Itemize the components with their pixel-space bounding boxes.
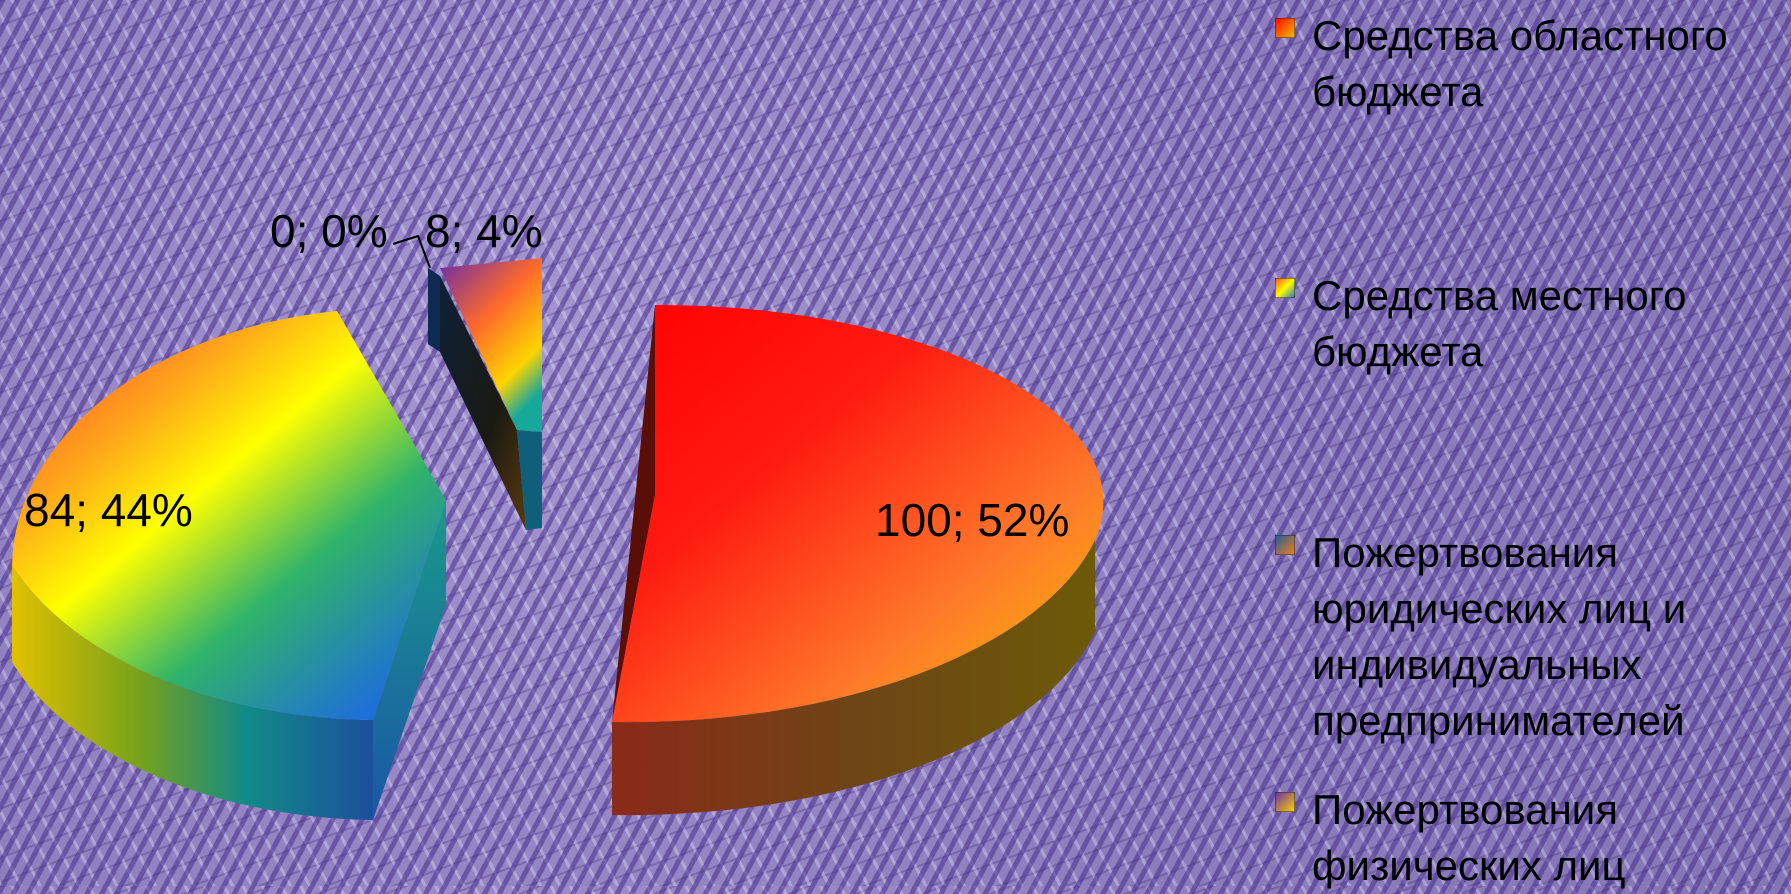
slice-regional-budget	[612, 304, 1104, 816]
legend-marker-blue-orange	[1275, 535, 1295, 555]
data-label-regional-budget: 100; 52%	[875, 494, 1069, 546]
legend-label: Пожертвования физических лиц	[1312, 786, 1626, 889]
legend-marker-red-yellow	[1275, 18, 1295, 38]
data-label-local-budget: 84; 44%	[24, 484, 193, 536]
legend-marker-purple-orange	[1275, 792, 1295, 812]
data-label-individuals: 8; 4%	[425, 205, 543, 257]
legend-marker-rainbow	[1275, 278, 1295, 298]
slice-legal-entities	[428, 268, 440, 352]
data-label-legal-entities: 0; 0%	[270, 205, 388, 257]
chart-legend: Средства областного бюджета Средства мес…	[1275, 8, 1787, 889]
legend-label: Средства областного бюджета	[1312, 12, 1728, 115]
legend-label: Средства местного бюджета	[1312, 272, 1687, 375]
legend-label: Пожертвования юридических лиц и индивиду…	[1312, 529, 1687, 744]
leader-line	[392, 234, 431, 269]
slice-local-budget	[12, 311, 446, 820]
slice-individuals	[440, 258, 542, 530]
